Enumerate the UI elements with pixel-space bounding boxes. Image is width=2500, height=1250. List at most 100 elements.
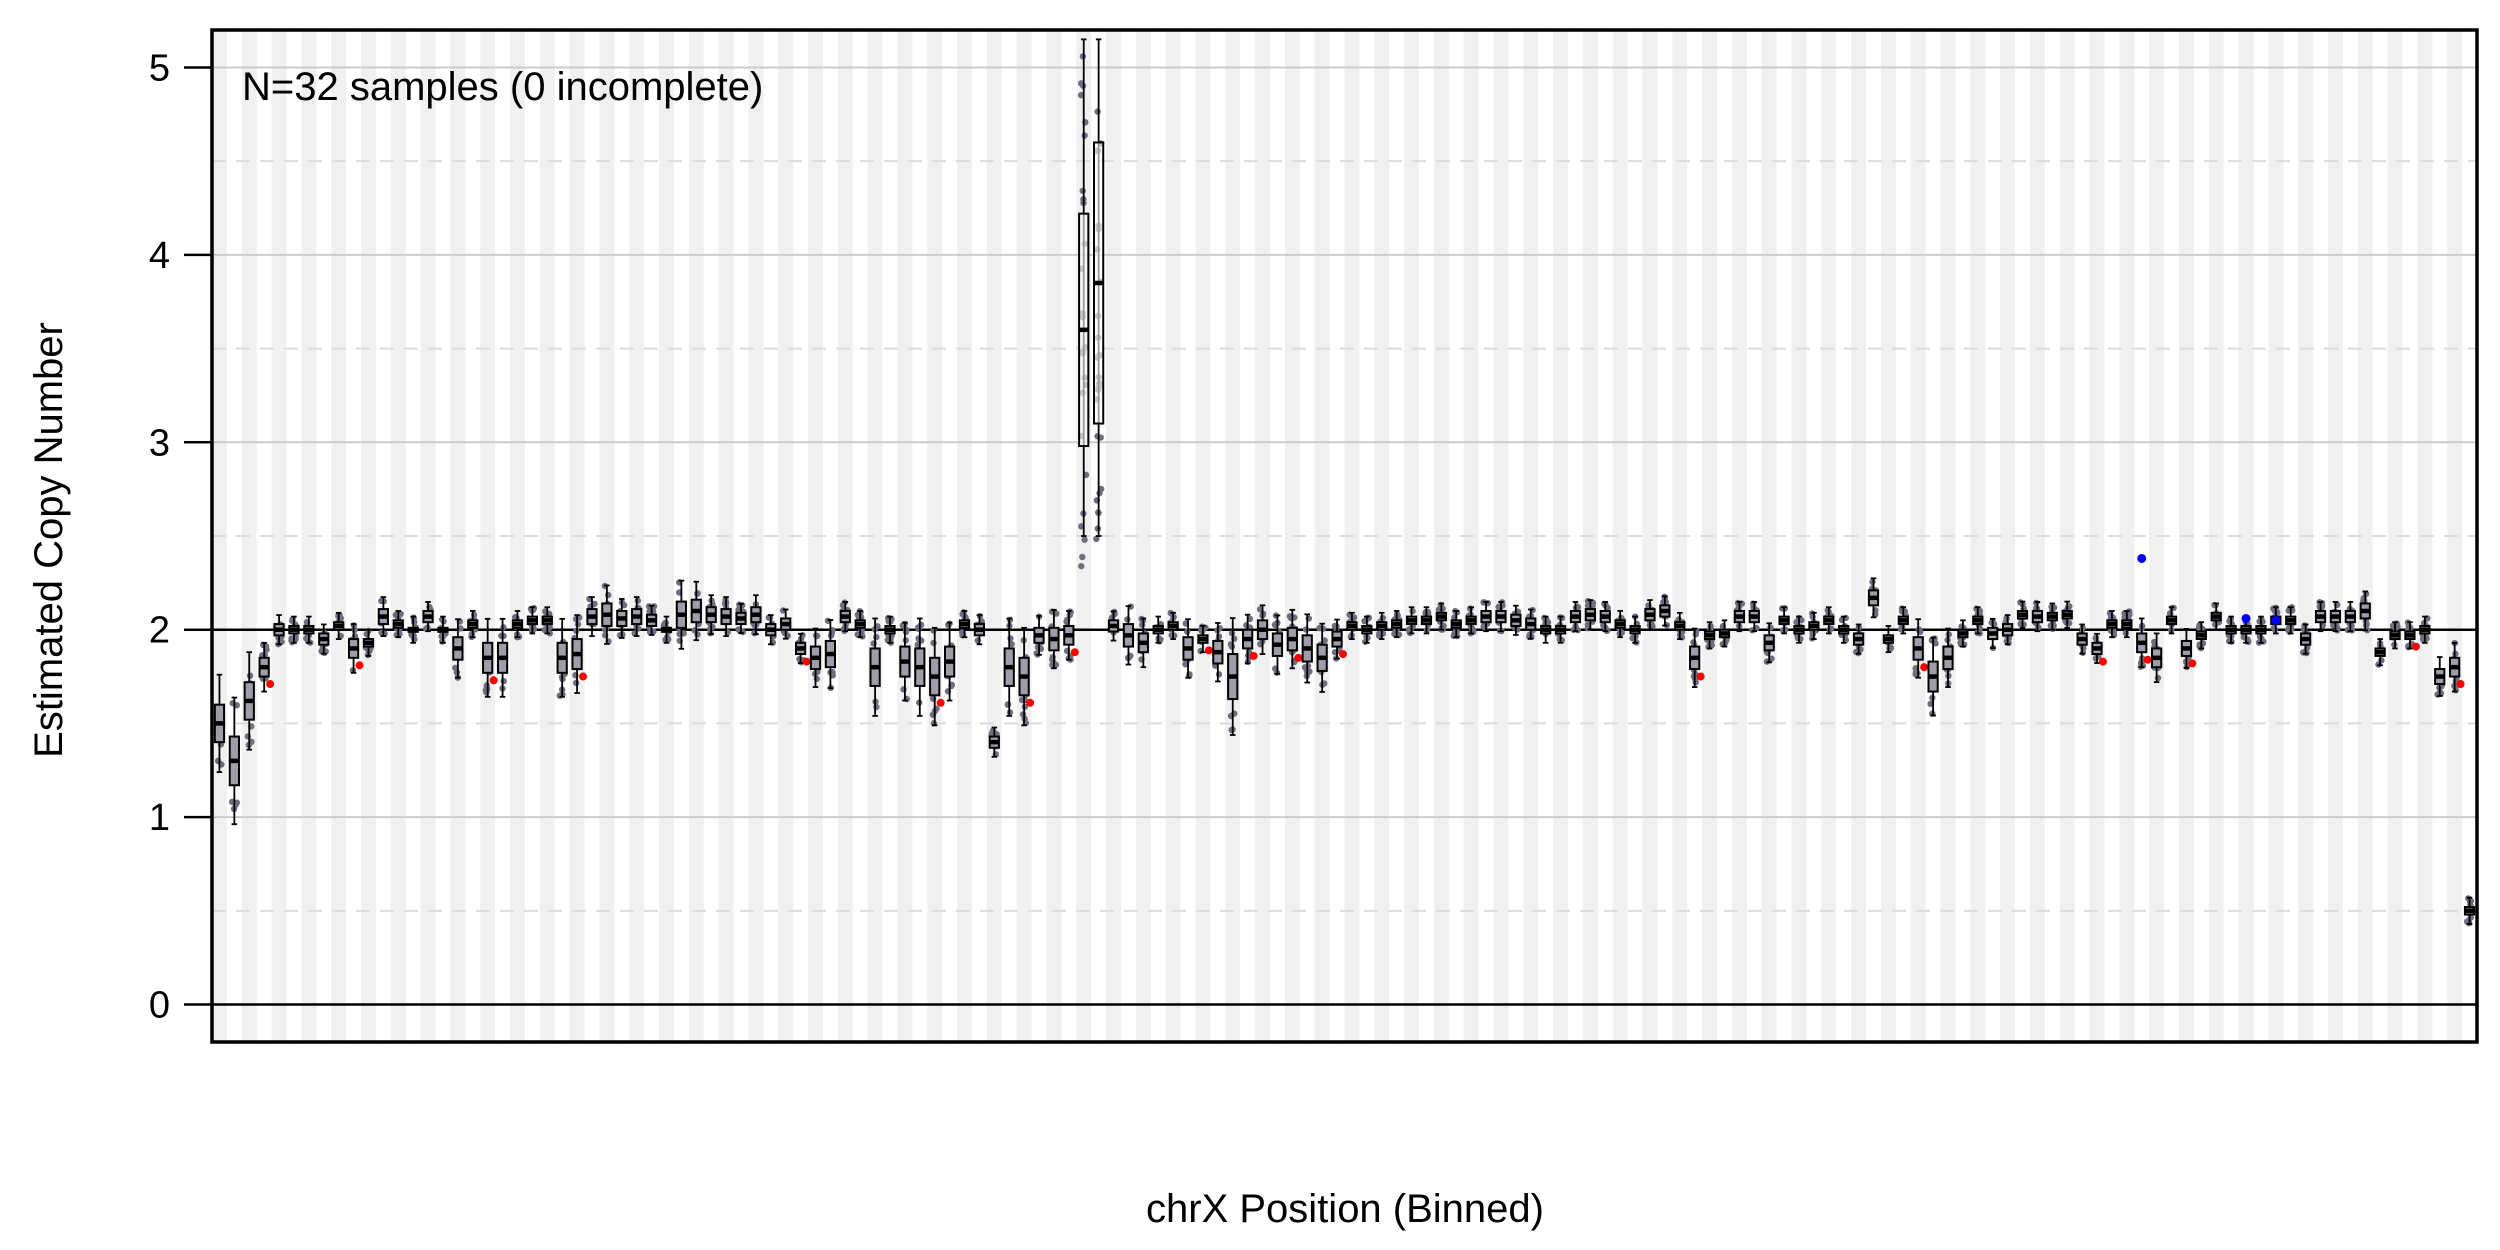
boxplot [2434,656,2446,698]
bin-stripe [539,30,555,1042]
data-point [694,590,701,597]
y-axis-title: Estimated Copy Number [27,322,71,758]
outlier-low-point [1339,650,1348,659]
boxplot [1718,619,1731,648]
bin-stripe [390,30,406,1042]
data-point [604,591,612,599]
boxplot [1927,635,1939,717]
boxplot [1480,599,1492,633]
boxplot [1540,614,1552,644]
boxplot [318,623,330,657]
bin-stripe [1135,30,1151,1042]
y-tick-label: 3 [149,422,170,464]
data-point [1077,91,1085,99]
bin-stripe [1731,30,1747,1042]
boxplot [1301,613,1313,684]
data-point [1898,608,1906,615]
boxplot [720,596,732,637]
data-point [1526,631,1533,638]
data-point [1409,607,1416,615]
bin-stripe [629,30,645,1042]
boxplot [2285,604,2297,635]
boxplot [1629,613,1641,646]
bin-stripe [778,30,794,1042]
boxplot [1614,610,1626,639]
outlier-high-point [2241,613,2251,623]
y-tick-label: 2 [149,610,170,652]
boxplot [228,696,241,826]
data-point [1288,614,1295,622]
data-point [1079,187,1086,194]
boxplot [1912,618,1929,679]
data-point [1767,624,1774,631]
boxplot [824,617,837,692]
data-point [500,677,507,685]
boxplot [1495,599,1507,635]
data-point [2126,610,2133,618]
boxplot [2419,615,2431,644]
boxplot [1018,626,1035,727]
boxplot [452,618,464,681]
boxplot [1584,597,1597,632]
boxplot [496,617,509,698]
data-point [1215,671,1223,678]
boxplot [2449,639,2465,694]
boxplot [347,622,364,674]
boxplot [1420,606,1433,635]
boxplot [1376,611,1388,640]
data-point [1809,613,1816,621]
outlier-low-point [1294,653,1303,662]
boxplot [437,615,449,645]
outlier-high-point [2271,615,2281,625]
gridlines [212,66,2477,912]
data-point [1228,726,1235,734]
data-point [1079,553,1086,561]
boxplot [1093,38,1105,543]
boxplot [1644,599,1656,631]
boxplot [958,609,971,639]
outlier-low-point [1696,672,1705,681]
outlier-low-point [936,698,945,707]
data-point [1093,535,1100,543]
boxplot [1197,623,1213,655]
bin-stripe [2268,30,2284,1042]
boxplot [1569,601,1582,634]
outlier-low-point [2188,659,2197,668]
boxplot [273,614,285,648]
boxplot [1689,627,1705,688]
boxplot [1107,608,1120,642]
bin-stripe [659,30,674,1042]
bin-stripe [2357,30,2373,1042]
boxplot [1450,607,1462,640]
data-point [303,635,310,642]
outlier-low-point [1920,663,1929,672]
boxplot [2016,599,2029,629]
outlier-low-point [2456,680,2465,689]
boxplot [377,596,389,637]
boxplot [705,594,717,637]
boxplot [1748,600,1760,634]
data-point [930,639,937,647]
outlier-low-point [2098,657,2107,666]
boxplot [362,627,375,659]
bin-stripe [2387,30,2403,1042]
outlier-low-point [802,657,811,666]
boxplot [2463,895,2476,927]
boxplot [1554,614,1567,644]
boxplot [675,579,688,650]
boxplot [2091,632,2107,666]
boxplot [2299,622,2312,657]
boxplot [1256,604,1269,655]
boxplot [213,673,226,774]
data-point [1454,632,1461,640]
boxplot [467,610,479,641]
outlier-low-point [1204,646,1213,655]
bin-stripe [1016,30,1032,1042]
outlier-low-point [1070,648,1079,657]
bin-stripe [986,30,1002,1042]
boxplot [2136,617,2152,670]
bin-stripe [897,30,913,1042]
boxplot [765,614,777,646]
data-point [1049,653,1056,661]
